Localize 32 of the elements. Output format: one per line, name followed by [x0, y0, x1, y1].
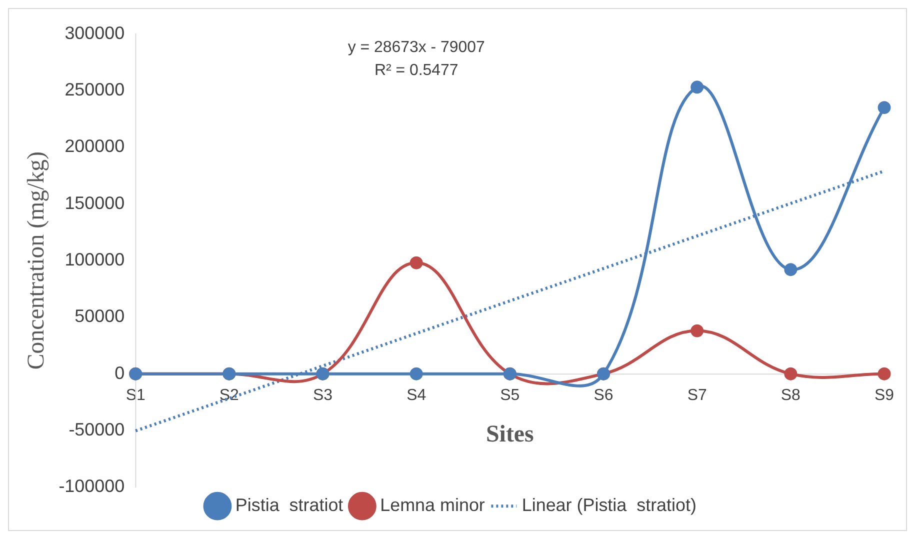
y-tick-label: 200000 — [64, 136, 125, 156]
y-tick-label: 50000 — [74, 306, 125, 326]
y-tick-label: 100000 — [64, 249, 125, 270]
x-tick-label: S8 — [780, 386, 801, 404]
point — [410, 256, 423, 270]
x-axis-title: Sites — [486, 421, 534, 448]
x-tick-label: S4 — [406, 386, 426, 404]
y-tick-label: 150000 — [64, 192, 125, 213]
x-tick-label: S1 — [126, 386, 146, 404]
point — [410, 367, 423, 380]
x-tick-label: S7 — [687, 386, 707, 404]
x-tick-label: S6 — [594, 386, 614, 404]
point — [878, 101, 891, 114]
point — [690, 324, 704, 338]
annotation: y = 28673x - 79007 — [348, 39, 485, 56]
y-axis-title: Concentration (mg/kg) — [24, 151, 50, 370]
x-tick-label: S5 — [500, 386, 520, 404]
point — [784, 263, 798, 276]
point — [690, 80, 704, 94]
legend-label: Pistia stratiot — [235, 495, 344, 516]
y-tick-label: 250000 — [64, 80, 125, 100]
point — [784, 367, 798, 380]
annotation: R² = 0.5477 — [374, 62, 458, 80]
y-tick-label: 0 — [114, 362, 125, 383]
legend-label: Linear (Pistia stratiot) — [522, 495, 696, 516]
y-tick-label: 300000 — [64, 22, 125, 43]
legend-label: Lemna minor — [380, 495, 485, 516]
x-tick-label: S3 — [312, 386, 333, 404]
y-tick-label: -100000 — [58, 476, 125, 496]
x-tick-label: S9 — [874, 386, 894, 404]
point — [878, 367, 891, 380]
y-tick-label: -50000 — [68, 419, 125, 440]
